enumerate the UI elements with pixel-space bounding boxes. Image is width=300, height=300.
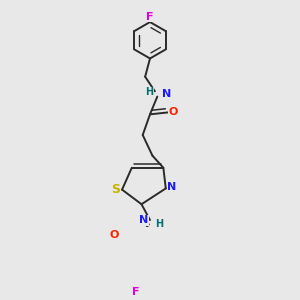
Text: F: F xyxy=(146,12,154,22)
Text: H: H xyxy=(155,219,164,229)
Text: O: O xyxy=(110,230,119,240)
Text: S: S xyxy=(111,183,120,196)
Text: O: O xyxy=(169,107,178,117)
Text: F: F xyxy=(132,287,139,297)
Text: H: H xyxy=(146,88,154,98)
Text: N: N xyxy=(139,215,148,226)
Text: N: N xyxy=(167,182,176,192)
Text: N: N xyxy=(162,89,171,99)
